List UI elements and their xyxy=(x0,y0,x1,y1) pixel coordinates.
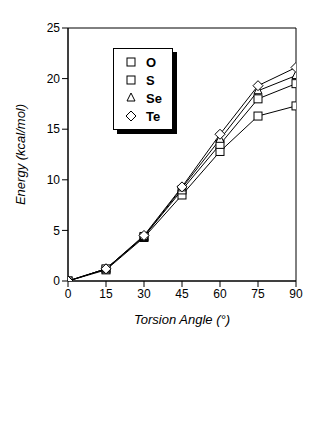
svg-text:15: 15 xyxy=(99,287,113,301)
html-text:Te: Te xyxy=(146,108,161,124)
svg-text:15: 15 xyxy=(47,122,61,136)
html-text:Se: Se xyxy=(146,90,162,106)
svg-text:0: 0 xyxy=(53,274,60,288)
svg-text:45: 45 xyxy=(175,287,189,301)
svg-text:0: 0 xyxy=(65,287,72,301)
svg-text:20: 20 xyxy=(47,72,61,86)
svg-text:10: 10 xyxy=(47,173,61,187)
svg-text:25: 25 xyxy=(47,21,61,35)
svg-text:5: 5 xyxy=(53,224,60,238)
html-text:S: S xyxy=(146,72,155,88)
html-text:O: O xyxy=(146,54,157,70)
svg-text:Energy (kcal/mol): Energy (kcal/mol) xyxy=(13,104,28,205)
svg-text:Torsion Angle (°): Torsion Angle (°) xyxy=(134,312,230,327)
svg-text:75: 75 xyxy=(251,287,265,301)
svg-text:30: 30 xyxy=(137,287,151,301)
svg-text:90: 90 xyxy=(289,287,303,301)
svg-text:60: 60 xyxy=(213,287,227,301)
